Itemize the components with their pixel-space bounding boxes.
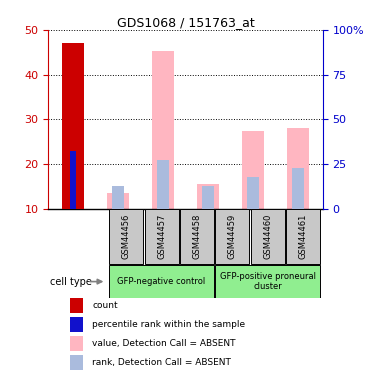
- Bar: [109, 265, 214, 298]
- Bar: [251, 209, 285, 264]
- Text: GSM44458: GSM44458: [193, 214, 201, 259]
- Bar: [62, 42, 84, 209]
- Text: GSM44461: GSM44461: [299, 214, 308, 259]
- Bar: [70, 298, 82, 313]
- Bar: [109, 209, 143, 264]
- Text: cell type: cell type: [50, 277, 92, 286]
- Text: GSM44459: GSM44459: [228, 214, 237, 259]
- Bar: [157, 160, 169, 209]
- Bar: [112, 186, 124, 209]
- Bar: [70, 355, 82, 370]
- Text: GSM44456: GSM44456: [122, 214, 131, 259]
- Text: GSM44460: GSM44460: [263, 214, 272, 259]
- Bar: [286, 209, 320, 264]
- Bar: [180, 209, 214, 264]
- Bar: [70, 317, 82, 332]
- Text: rank, Detection Call = ABSENT: rank, Detection Call = ABSENT: [92, 358, 231, 367]
- Bar: [202, 186, 214, 209]
- Bar: [247, 177, 259, 209]
- Text: GFP-positive proneural
cluster: GFP-positive proneural cluster: [220, 272, 316, 291]
- Text: percentile rank within the sample: percentile rank within the sample: [92, 320, 245, 329]
- Bar: [287, 128, 309, 209]
- Bar: [216, 265, 320, 298]
- Bar: [107, 193, 129, 209]
- Bar: [70, 151, 76, 209]
- Text: GSM44457: GSM44457: [157, 214, 166, 259]
- Bar: [197, 184, 219, 209]
- Bar: [242, 132, 264, 209]
- Text: GFP-negative control: GFP-negative control: [118, 277, 206, 286]
- Bar: [152, 51, 174, 209]
- Title: GDS1068 / 151763_at: GDS1068 / 151763_at: [116, 16, 255, 29]
- Text: value, Detection Call = ABSENT: value, Detection Call = ABSENT: [92, 339, 236, 348]
- Bar: [292, 168, 303, 209]
- Bar: [145, 209, 178, 264]
- Bar: [70, 336, 82, 351]
- Text: count: count: [92, 301, 118, 310]
- Bar: [216, 209, 249, 264]
